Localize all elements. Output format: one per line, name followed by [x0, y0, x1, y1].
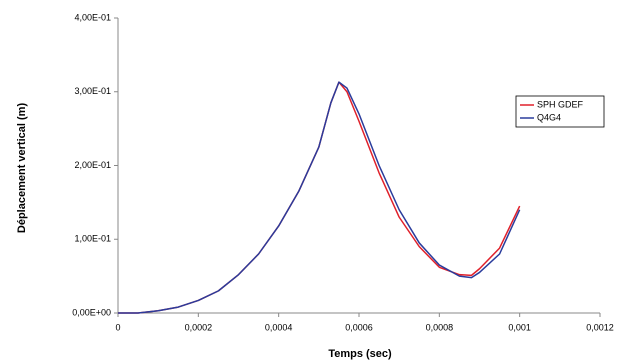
y-tick-label: 4,00E-01	[74, 12, 111, 22]
x-tick-label: 0,0008	[426, 322, 454, 332]
legend-label: SPH GDEF	[537, 99, 584, 109]
x-axis-title: Temps (sec)	[328, 348, 392, 360]
y-tick-label: 0,00E+00	[72, 307, 111, 317]
y-tick-label: 3,00E-01	[74, 86, 111, 96]
x-tick-label: 0,0002	[185, 322, 213, 332]
legend-label: Q4G4	[537, 112, 561, 122]
line-series	[118, 81, 521, 314]
x-tick-label: 0,0012	[586, 322, 614, 332]
line-series	[118, 81, 521, 314]
y-tick-label: 2,00E-01	[74, 160, 111, 170]
x-tick-label: 0,001	[508, 322, 531, 332]
legend-box	[515, 95, 605, 128]
y-axis-title: Déplacement vertical (m)	[16, 103, 28, 234]
x-tick-label: 0,0006	[345, 322, 373, 332]
x-tick-label: 0,0004	[265, 322, 293, 332]
y-tick-label: 1,00E-01	[74, 234, 111, 244]
x-tick-label: 0	[115, 322, 120, 332]
